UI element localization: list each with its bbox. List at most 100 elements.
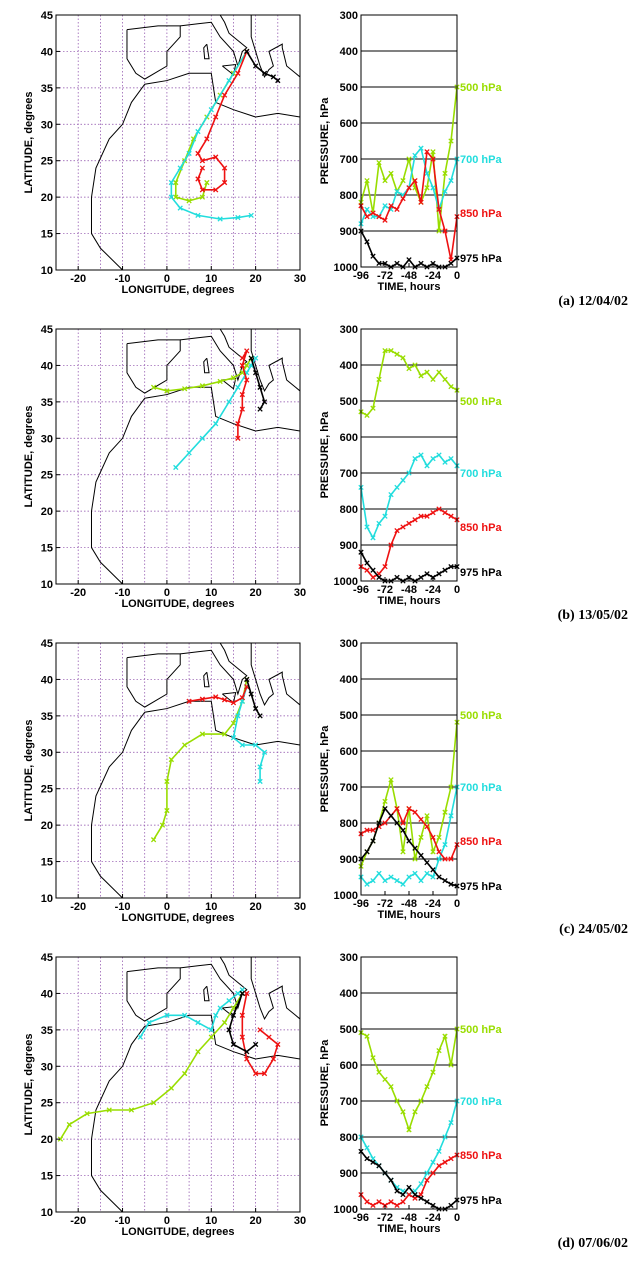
data-point [442, 856, 448, 862]
y-tick-label: 500 [340, 710, 358, 722]
data-point [199, 165, 206, 171]
data-point [424, 1199, 430, 1205]
y-axis-label: PRESSURE, hPa [319, 97, 331, 185]
data-point [252, 1070, 259, 1077]
data-point [382, 513, 388, 519]
y-tick-label: 600 [340, 432, 358, 444]
map-frame [55, 642, 301, 899]
data-point [204, 136, 210, 142]
data-point [275, 1041, 281, 1048]
series-label: 700 hPa [460, 782, 502, 794]
y-tick-label: 800 [340, 1132, 358, 1144]
data-point [388, 1177, 394, 1183]
y-tick-label: 45 [41, 952, 53, 964]
x-tick-label: 0 [454, 584, 460, 596]
data-point [261, 70, 268, 76]
data-point [382, 203, 388, 209]
data-point [388, 777, 394, 783]
y-tick-label: 15 [41, 857, 53, 869]
data-point [239, 355, 245, 361]
data-point [412, 177, 418, 184]
map-frame [55, 956, 301, 1213]
data-point [128, 1107, 135, 1113]
data-point [448, 784, 454, 790]
map-panel: -20 -10 0 10 20 30 10 15 20 25 30 35 40 45 LONGITUDE, … [23, 952, 306, 1238]
series-label: 850 hPa [460, 208, 502, 220]
series-label: 500 hPa [460, 396, 502, 408]
y-tick-label: 45 [41, 324, 53, 336]
data-point [412, 1109, 418, 1115]
data-point [370, 405, 376, 411]
coastline [222, 691, 237, 704]
x-tick-label: 20 [250, 901, 262, 913]
data-point [406, 156, 412, 162]
y-tick-label: 600 [340, 118, 358, 130]
x-tick-label: -24 [425, 1212, 442, 1224]
data-point [275, 77, 281, 84]
data-point [173, 464, 179, 471]
data-point [217, 378, 223, 385]
data-point [261, 1070, 268, 1077]
data-point [221, 92, 228, 98]
data-point [382, 798, 388, 805]
data-point [418, 513, 424, 519]
data-point [442, 188, 448, 195]
data-point [382, 347, 388, 354]
series-label: 975 hPa [460, 567, 502, 579]
data-point [230, 700, 237, 706]
data-point [424, 870, 430, 877]
x-tick-label: 20 [250, 1215, 262, 1227]
data-point [394, 484, 400, 491]
pressure-plot-area [361, 329, 457, 581]
data-point [376, 870, 382, 877]
data-point [195, 1019, 201, 1026]
y-tick-label: 15 [41, 229, 53, 241]
data-point [448, 455, 454, 462]
data-point [388, 203, 394, 209]
data-point [382, 217, 388, 223]
data-point [252, 742, 259, 748]
y-tick-label: 25 [41, 156, 53, 168]
data-point [199, 158, 206, 164]
data-point [376, 820, 382, 826]
data-point [230, 1005, 237, 1011]
data-point [248, 212, 254, 219]
data-point [364, 1155, 370, 1162]
data-point [181, 742, 188, 748]
coastline [90, 72, 300, 270]
data-point [436, 1047, 442, 1054]
data-point [84, 1110, 90, 1117]
data-point [235, 435, 241, 441]
data-point [436, 506, 442, 512]
data-point [442, 376, 448, 383]
data-point [406, 257, 412, 263]
data-point [388, 542, 394, 548]
data-point [400, 477, 406, 483]
coastline [203, 671, 210, 688]
data-point [239, 391, 245, 398]
x-tick-label: -20 [70, 901, 86, 913]
data-point [221, 179, 228, 186]
data-point [195, 1049, 201, 1055]
data-point [448, 1062, 454, 1068]
data-point [364, 412, 370, 419]
data-point [248, 355, 254, 361]
y-tick-label: 25 [41, 1098, 53, 1110]
data-point [382, 820, 388, 826]
y-tick-label: 10 [41, 265, 53, 277]
data-point [230, 1041, 237, 1048]
y-tick-label: 40 [41, 674, 53, 686]
y-tick-label: 400 [340, 674, 358, 686]
data-point [370, 838, 376, 844]
x-tick-label: 0 [164, 901, 170, 913]
x-axis-label: LONGITUDE, degrees [121, 284, 234, 296]
data-point [168, 179, 175, 186]
x-tick-label: 10 [205, 1215, 217, 1227]
data-point [199, 194, 206, 200]
data-point [412, 517, 418, 523]
series-label: 975 hPa [460, 1195, 502, 1207]
data-point [199, 696, 206, 702]
data-point [376, 260, 382, 267]
data-point [448, 177, 454, 184]
data-point [430, 849, 436, 855]
